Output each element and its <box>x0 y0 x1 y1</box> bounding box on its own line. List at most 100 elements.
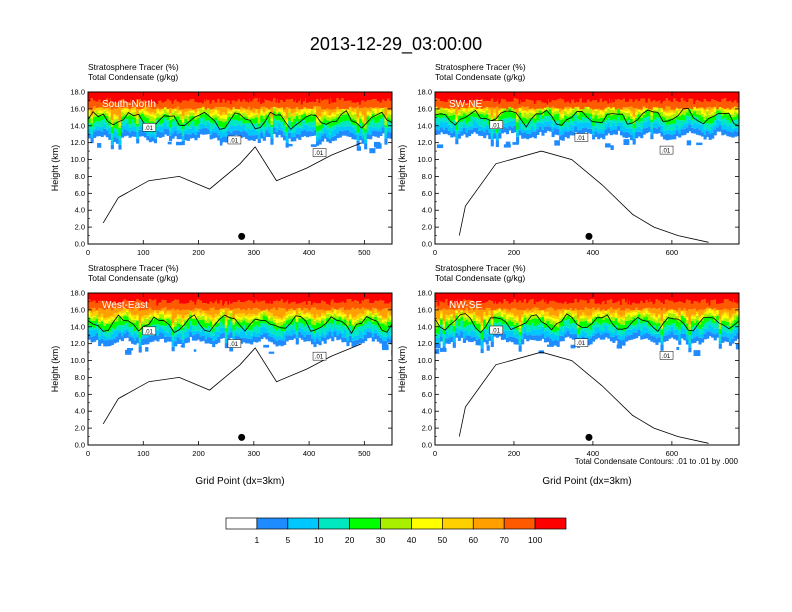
tracer-cell <box>199 316 203 320</box>
tracer-cell <box>288 335 292 340</box>
tracer-cell <box>186 293 189 300</box>
tracer-cell <box>483 127 487 133</box>
tracer-cell <box>513 293 517 300</box>
tracer-cell <box>467 109 472 112</box>
tracer-cell <box>521 123 525 130</box>
tracer-cell <box>609 307 613 314</box>
tracer-cell <box>364 308 368 311</box>
tracer-cell <box>386 321 391 329</box>
tracer-cell <box>546 308 550 312</box>
tracer-cell <box>660 109 664 112</box>
tracer-cell <box>533 315 537 319</box>
tracer-cell <box>584 307 588 316</box>
tracer-cell <box>359 337 363 344</box>
tracer-cell <box>483 328 487 330</box>
tracer-cell <box>581 318 586 322</box>
tracer-cell <box>108 331 112 338</box>
tracer-cell <box>467 314 472 319</box>
tracer-cell <box>131 102 135 108</box>
tracer-cell <box>379 323 383 330</box>
tracer-cell <box>503 123 507 127</box>
tracer-cell <box>668 100 672 107</box>
tracer-cell <box>500 113 504 120</box>
tracer-cell <box>480 348 484 354</box>
tracer-cell <box>295 115 299 122</box>
tracer-cell <box>298 318 302 323</box>
tracer-cell <box>285 312 289 316</box>
tracer-cell <box>214 92 217 96</box>
tracer-cell <box>247 338 251 344</box>
tracer-cell <box>366 100 370 109</box>
tracer-cell <box>630 113 634 117</box>
tracer-cell <box>232 107 236 108</box>
tracer-cell <box>599 312 603 317</box>
tracer-cell <box>713 92 717 101</box>
x-tick-label: 300 <box>248 248 261 257</box>
tracer-cell <box>635 117 639 122</box>
tracer-cell <box>323 112 327 115</box>
tracer-cell <box>622 126 626 133</box>
tracer-cell <box>619 324 624 329</box>
tracer-cell <box>298 322 302 328</box>
tracer-cell <box>470 324 474 331</box>
tracer-cell <box>599 330 603 335</box>
tracer-cell <box>212 128 216 133</box>
tracer-cell <box>108 107 112 111</box>
tracer-cell <box>594 316 598 322</box>
tracer-cell <box>328 313 332 315</box>
tracer-cell <box>480 322 484 327</box>
tracer-cell <box>214 117 218 121</box>
tracer-cell <box>303 130 307 137</box>
tracer-cell <box>728 131 732 137</box>
tracer-cell <box>318 340 322 346</box>
tracer-cell <box>341 337 345 343</box>
tracer-cell <box>483 101 487 108</box>
tracer-cell <box>500 293 504 304</box>
tracer-cell <box>386 132 391 139</box>
tracer-cell <box>480 99 484 110</box>
tracer-cell <box>437 92 441 99</box>
tracer-cell <box>605 143 611 148</box>
tracer-cell <box>475 330 479 336</box>
tracer-cell <box>308 108 312 113</box>
contour-line <box>88 314 392 335</box>
tracer-cell <box>478 316 482 320</box>
tracer-cell <box>212 112 216 116</box>
tracer-cell <box>214 132 218 138</box>
tracer-cell <box>508 330 512 337</box>
tracer-cell <box>265 316 269 324</box>
tracer-cell <box>191 121 195 127</box>
tracer-cell <box>176 318 180 324</box>
tracer-cell <box>257 98 261 110</box>
tracer-cell <box>275 131 279 138</box>
tracer-cell <box>356 92 360 103</box>
tracer-cell <box>518 324 522 328</box>
tracer-cell <box>536 329 540 336</box>
tracer-cell <box>128 331 132 337</box>
tracer-cell <box>543 337 548 343</box>
tracer-cell <box>232 330 236 336</box>
tracer-cell <box>257 293 260 303</box>
tracer-cell <box>161 318 165 326</box>
tracer-cell <box>151 109 155 113</box>
tracer-cell <box>247 317 251 321</box>
tracer-cell <box>174 99 178 109</box>
tracer-cell <box>300 293 303 301</box>
tracer-cell <box>364 310 368 316</box>
tracer-cell <box>379 92 383 103</box>
tracer-cell <box>695 109 700 111</box>
tracer-cell <box>153 115 157 119</box>
tracer-cell <box>576 123 580 131</box>
tracer-cell <box>374 127 378 131</box>
tracer-cell <box>174 330 178 337</box>
tracer-cell <box>526 316 530 321</box>
tracer-cell <box>706 111 710 118</box>
tracer-cell <box>161 333 165 339</box>
tracer-cell <box>526 123 530 130</box>
tracer-cell <box>88 117 92 124</box>
tracer-cell <box>503 99 507 109</box>
tracer-cell <box>533 313 537 316</box>
tracer-cell <box>278 318 282 323</box>
tracer-cell <box>93 92 95 101</box>
tracer-cell <box>217 331 221 337</box>
